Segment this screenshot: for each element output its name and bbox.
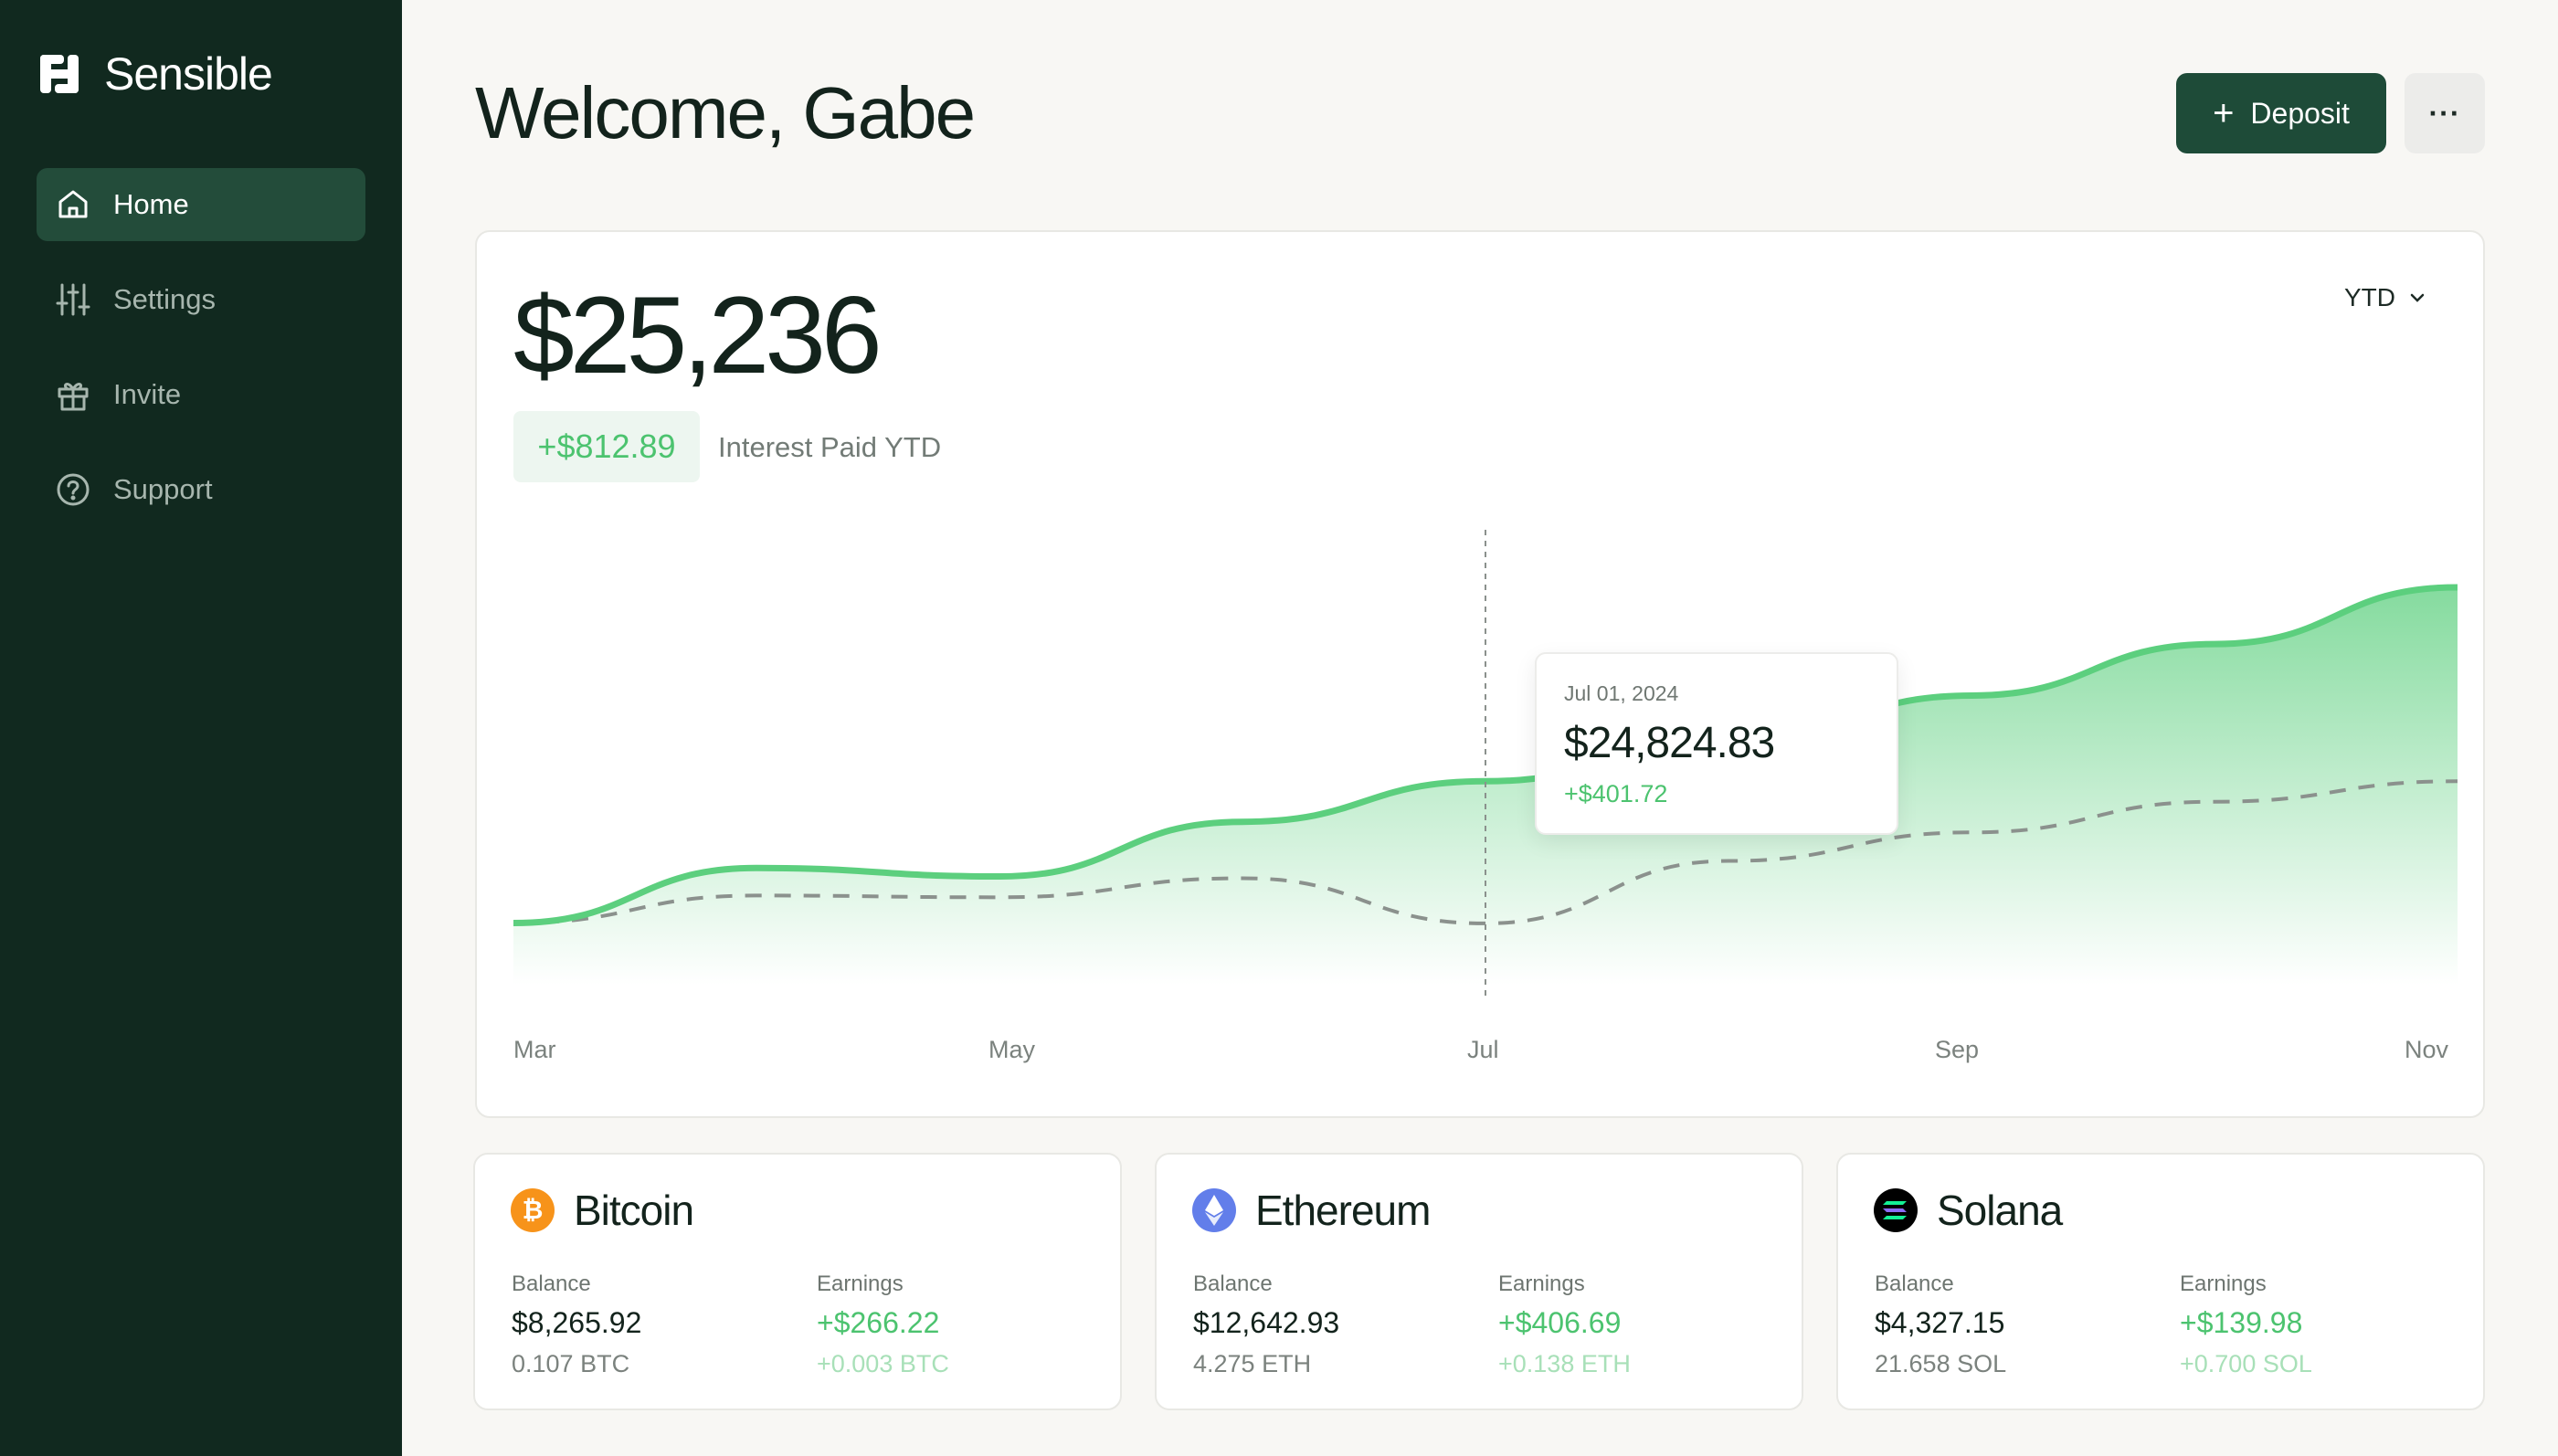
asset-earnings-units: +0.700 SOL bbox=[2180, 1350, 2312, 1377]
sidebar-item-label: Settings bbox=[113, 283, 217, 315]
asset-earnings: +$266.22 bbox=[817, 1306, 940, 1339]
app-name: Sensible bbox=[104, 48, 273, 100]
balance-label: Balance bbox=[1875, 1271, 1954, 1296]
asset-card-bitcoin[interactable]: ₿ Bitcoin Balance $8,265.92 0.107 BTC Ea… bbox=[473, 1153, 1122, 1410]
x-axis-label: Mar bbox=[513, 1036, 556, 1063]
total-balance: $25,236 bbox=[513, 274, 883, 396]
sidebar-item-support[interactable]: Support bbox=[37, 453, 365, 526]
x-axis-label: Sep bbox=[1935, 1036, 1980, 1063]
bitcoin-icon: ₿ bbox=[511, 1188, 555, 1232]
x-axis-label: Jul bbox=[1467, 1036, 1499, 1063]
asset-name: Solana bbox=[1937, 1187, 2063, 1234]
asset-balance: $4,327.15 bbox=[1875, 1306, 2005, 1339]
asset-earnings: +$139.98 bbox=[2180, 1306, 2303, 1339]
earnings-label: Earnings bbox=[817, 1271, 904, 1296]
asset-name: Bitcoin bbox=[574, 1187, 694, 1234]
deposit-button[interactable]: + Deposit bbox=[2176, 73, 2386, 153]
svg-text:₿: ₿ bbox=[523, 1195, 544, 1225]
tooltip-date: Jul 01, 2024 bbox=[1564, 681, 1679, 705]
sidebar-item-label: Home bbox=[113, 188, 189, 220]
chart-tooltip: Jul 01, 2024 $24,824.83 +$401.72 bbox=[1535, 652, 1898, 835]
chevron-down-icon bbox=[2410, 293, 2425, 302]
interest-label: Interest Paid YTD bbox=[718, 431, 942, 463]
sidebar-nav: Home Settings Invite Support bbox=[37, 168, 365, 548]
main-content: Welcome, Gabe + Deposit ··· $25,236 +$81… bbox=[402, 0, 2558, 1456]
earnings-label: Earnings bbox=[2180, 1271, 2267, 1296]
balance-label: Balance bbox=[1193, 1271, 1273, 1296]
x-axis-label: Nov bbox=[2405, 1036, 2449, 1063]
asset-earnings-units: +0.138 ETH bbox=[1498, 1350, 1631, 1377]
more-icon: ··· bbox=[2428, 96, 2461, 130]
balance-line bbox=[513, 584, 2458, 927]
asset-balance-units: 0.107 BTC bbox=[512, 1350, 630, 1377]
asset-balance: $8,265.92 bbox=[512, 1306, 642, 1339]
logo[interactable]: Sensible bbox=[37, 47, 273, 100]
interest-amount: +$812.89 bbox=[537, 427, 676, 465]
sidebar-item-home[interactable]: Home bbox=[37, 168, 365, 241]
balance-label: Balance bbox=[512, 1271, 591, 1296]
page-title: Welcome, Gabe bbox=[475, 72, 976, 153]
balance-chart-card: $25,236 +$812.89 Interest Paid YTD YTD J… bbox=[475, 230, 2485, 1118]
sidebar: Sensible Home Settings Invite Support bbox=[0, 0, 402, 1456]
help-circle-icon bbox=[57, 473, 90, 506]
gift-icon bbox=[58, 383, 89, 411]
asset-name: Ethereum bbox=[1255, 1187, 1431, 1234]
period-select-value: YTD bbox=[2344, 283, 2395, 311]
earnings-label: Earnings bbox=[1498, 1271, 1585, 1296]
interest-amount-badge: +$812.89 bbox=[513, 411, 700, 482]
asset-balance-units: 21.658 SOL bbox=[1875, 1350, 2007, 1377]
more-options-button[interactable]: ··· bbox=[2405, 73, 2485, 153]
sidebar-item-invite[interactable]: Invite bbox=[37, 358, 365, 431]
x-axis-label: May bbox=[988, 1036, 1036, 1063]
asset-balance: $12,642.93 bbox=[1193, 1306, 1340, 1339]
asset-card-solana[interactable]: Solana Balance $4,327.15 21.658 SOL Earn… bbox=[1836, 1153, 2485, 1410]
tooltip-delta: +$401.72 bbox=[1564, 780, 1668, 807]
sidebar-item-settings[interactable]: Settings bbox=[37, 263, 365, 336]
sidebar-item-label: Support bbox=[113, 473, 213, 505]
sliders-icon bbox=[56, 283, 90, 316]
sidebar-item-label: Invite bbox=[113, 378, 182, 410]
asset-balance-units: 4.275 ETH bbox=[1193, 1350, 1312, 1377]
balance-chart[interactable] bbox=[477, 232, 2487, 1120]
asset-earnings: +$406.69 bbox=[1498, 1306, 1622, 1339]
solana-icon bbox=[1874, 1188, 1918, 1232]
projection-line bbox=[513, 779, 2458, 925]
tooltip-value: $24,824.83 bbox=[1564, 719, 1775, 767]
deposit-label: Deposit bbox=[2250, 96, 2350, 130]
plus-icon: + bbox=[2213, 93, 2235, 133]
ethereum-icon bbox=[1192, 1188, 1236, 1232]
home-icon bbox=[58, 190, 88, 218]
asset-card-ethereum[interactable]: Ethereum Balance $12,642.93 4.275 ETH Ea… bbox=[1155, 1153, 1803, 1410]
asset-earnings-units: +0.003 BTC bbox=[817, 1350, 949, 1377]
period-select[interactable]: YTD bbox=[2344, 283, 2426, 312]
sensible-logo-icon bbox=[40, 55, 79, 93]
